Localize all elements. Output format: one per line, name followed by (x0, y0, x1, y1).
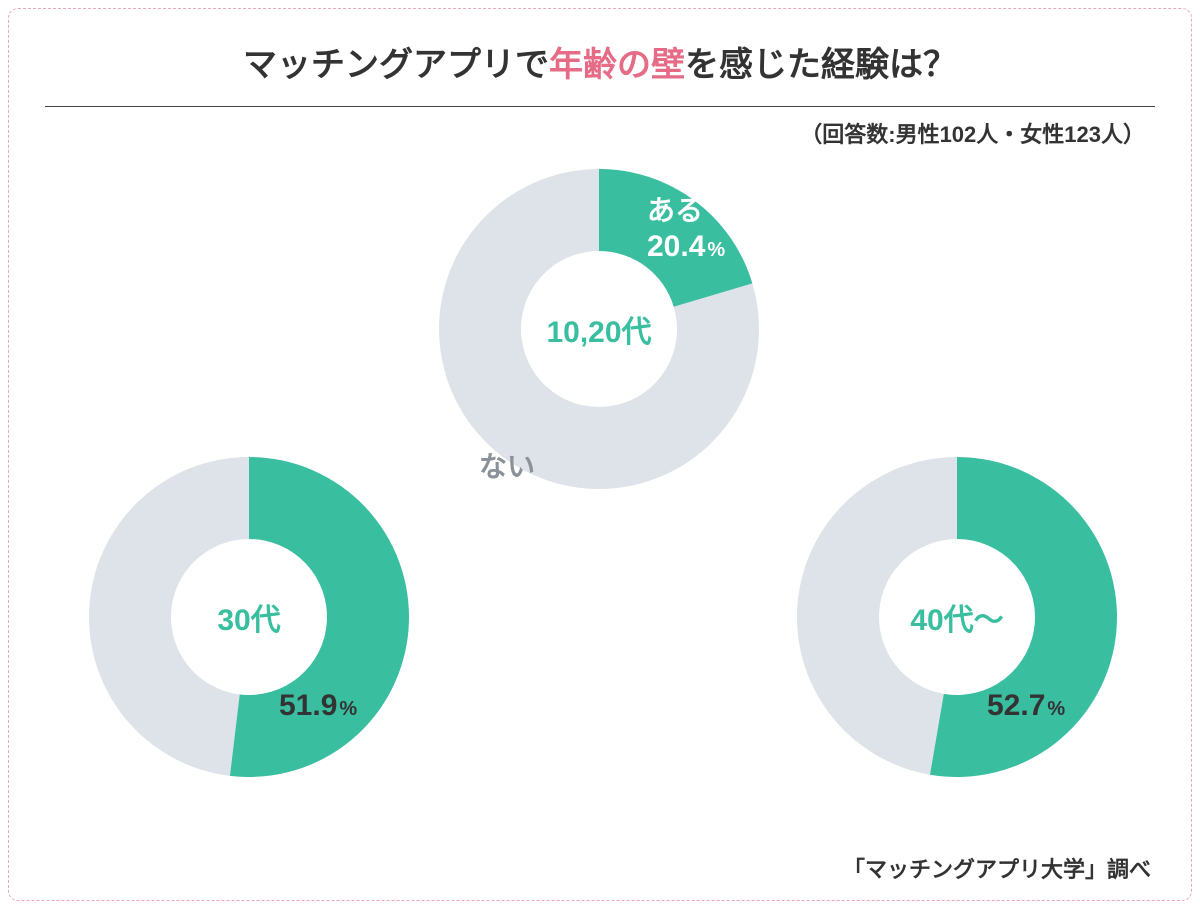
slice-label-no: ない (479, 449, 535, 484)
chart-frame: マッチングアプリで年齢の壁を感じた経験は？ （回答数:男性102人・女性123人… (8, 8, 1192, 901)
page-title: マッチングアプリで年齢の壁を感じた経験は？ (9, 9, 1191, 86)
title-pre: マッチングアプリで (243, 46, 549, 84)
donut-age-10-20: 10,20代 ある20.4% ない (429, 159, 769, 499)
slice-label-yes: ある20.4% (647, 193, 725, 266)
donut-age-40plus: 40代〜 52.7% (787, 447, 1127, 787)
source-attribution: 「マッチングアプリ大学」調べ (843, 852, 1151, 884)
slice-label-yes: 52.7% (987, 687, 1065, 725)
title-post: を感じた経験は？ (685, 46, 957, 84)
donut-center-label: 10,20代 (546, 307, 651, 351)
donut-center-label: 30代 (217, 595, 280, 639)
title-divider (45, 106, 1155, 107)
title-accent: 年齢の壁 (549, 46, 685, 84)
slice-label-yes: 51.9% (279, 687, 357, 725)
donut-center-label: 40代〜 (910, 595, 1003, 639)
donut-age-30: 30代 51.9% (79, 447, 419, 787)
respondent-count: （回答数:男性102人・女性123人） (800, 117, 1145, 149)
